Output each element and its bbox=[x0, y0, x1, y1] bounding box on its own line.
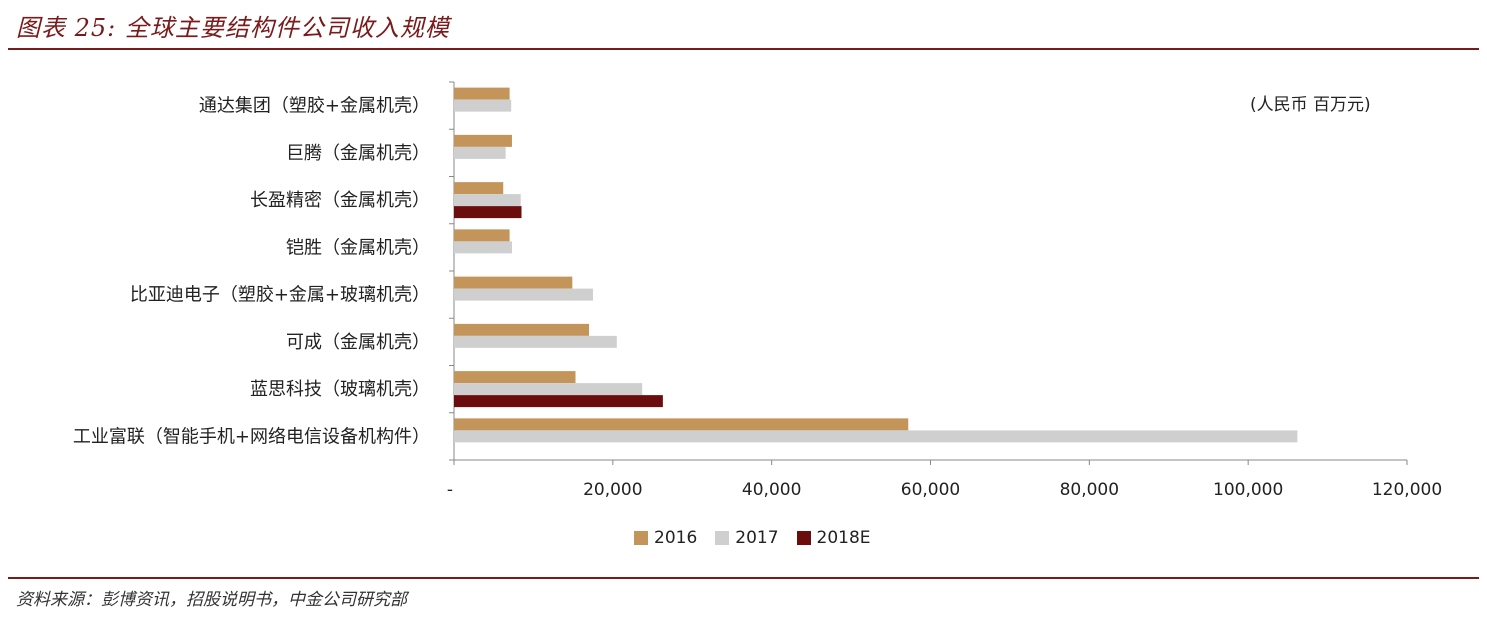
x-tick-label: 100,000 bbox=[1213, 480, 1283, 500]
legend-swatch-2016 bbox=[634, 531, 648, 545]
unit-label: (人民币 百万元) bbox=[1250, 95, 1371, 115]
bar-2016-5 bbox=[454, 323, 590, 336]
category-label: 长盈精密（金属机壳） bbox=[250, 190, 430, 211]
bar-2018e-6 bbox=[454, 395, 663, 408]
legend-label-2018e: 2018E bbox=[816, 528, 871, 548]
figure-title: 图表 25: 全球主要结构件公司收入规模 bbox=[16, 14, 450, 42]
bar-2017-1 bbox=[454, 146, 506, 159]
category-label: 通达集团（塑胶+金属机壳） bbox=[199, 96, 430, 117]
x-tick-label: 80,000 bbox=[1060, 480, 1119, 500]
source-divider bbox=[8, 577, 1479, 579]
bar-2017-7 bbox=[454, 430, 1298, 443]
bar-2017-3 bbox=[454, 241, 512, 254]
category-label: 蓝思科技（玻璃机壳） bbox=[250, 379, 430, 400]
legend-swatch-2018e bbox=[796, 531, 811, 545]
bar-2017-2 bbox=[454, 194, 521, 207]
bar-2018e-2 bbox=[454, 206, 522, 219]
category-label: 比亚迪电子（塑胶+金属+玻璃机壳） bbox=[130, 285, 430, 306]
legend-swatch-2017 bbox=[715, 531, 730, 545]
bar-2017-0 bbox=[454, 99, 512, 112]
x-tick-label: - bbox=[447, 480, 453, 500]
legend-item-2016: 2016 bbox=[634, 528, 697, 548]
legend-label-2017: 2017 bbox=[735, 528, 779, 548]
x-tick-label: 120,000 bbox=[1372, 480, 1442, 500]
bar-2016-1 bbox=[454, 134, 512, 147]
bar-2016-0 bbox=[454, 87, 510, 100]
x-tick-label: 40,000 bbox=[742, 480, 801, 500]
bar-2016-2 bbox=[454, 182, 504, 195]
category-label: 工业富联（智能手机+网络电信设备机构件） bbox=[73, 426, 430, 447]
title-divider bbox=[8, 48, 1479, 50]
bar-2017-5 bbox=[454, 335, 617, 348]
bar-2016-3 bbox=[454, 229, 510, 242]
x-tick-label: 60,000 bbox=[901, 480, 960, 500]
bar-2017-4 bbox=[454, 288, 593, 301]
x-tick-label: 20,000 bbox=[583, 480, 642, 500]
source-note: 资料来源：彭博资讯，招股说明书，中金公司研究部 bbox=[16, 590, 407, 610]
category-label: 巨腾（金属机壳） bbox=[286, 143, 430, 164]
bar-2016-7 bbox=[454, 418, 909, 431]
category-label: 铠胜（金属机壳） bbox=[286, 237, 430, 258]
legend-label-2016: 2016 bbox=[654, 528, 698, 548]
bar-2017-6 bbox=[454, 383, 643, 396]
bar-2016-6 bbox=[454, 371, 576, 384]
legend-item-2017: 2017 bbox=[715, 528, 779, 548]
bar-2016-4 bbox=[454, 276, 573, 289]
legend-item-2018e: 2018E bbox=[796, 528, 871, 548]
legend: 2016 2017 2018E bbox=[634, 528, 871, 548]
category-label: 可成（金属机壳） bbox=[286, 332, 430, 353]
